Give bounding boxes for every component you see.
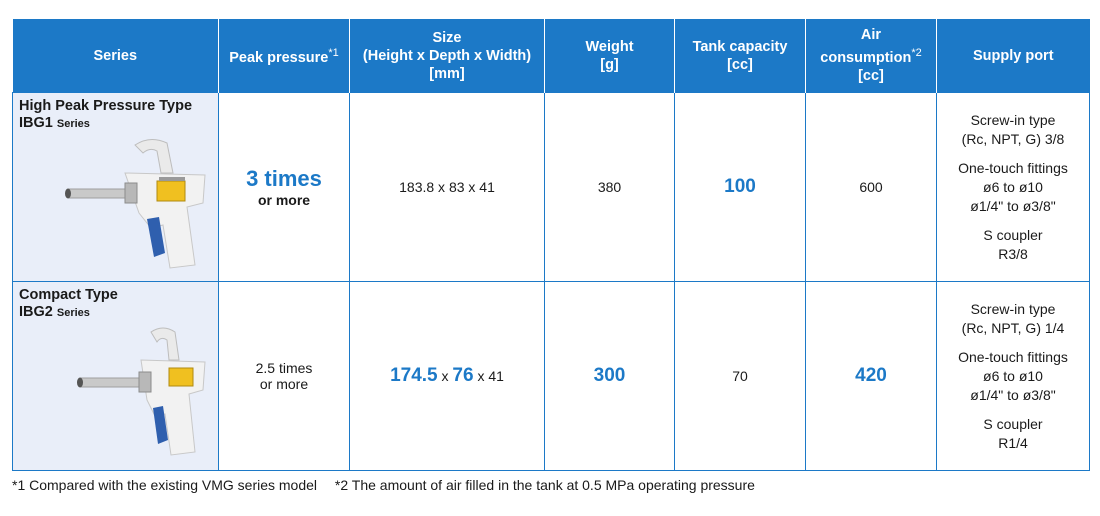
air-cell: 420 (805, 281, 937, 471)
blow-gun-ibg2-icon (77, 327, 206, 456)
footnote-2: *2 The amount of air filled in the tank … (334, 477, 755, 493)
spec-table: Series Peak pressure*1 Size (Height x Dep… (12, 19, 1090, 471)
header-air: Air consumption*2 [cc] (805, 19, 937, 93)
header-peak-pressure: Peak pressure*1 (218, 19, 350, 93)
series-cell: Compact Type IBG2 Series (12, 281, 219, 471)
size-cell: 174.5 x 76 x 41 (349, 281, 545, 471)
header-series: Series (12, 19, 219, 93)
series-name: High Peak Pressure Type IBG1 Series (19, 98, 193, 131)
header-tank: Tank capacity [cc] (674, 19, 806, 93)
series-cell: High Peak Pressure Type IBG1 Series (12, 92, 219, 282)
header-size: Size (Height x Depth x Width) [mm] (349, 19, 545, 93)
peak-pressure-cell: 2.5 times or more (218, 281, 350, 471)
weight-cell: 380 (544, 92, 675, 282)
air-cell: 600 (805, 92, 937, 282)
tank-cell: 70 (674, 281, 806, 471)
tank-cell: 100 (674, 92, 806, 282)
supply-port-cell: Screw-in type (Rc, NPT, G) 3/8 One-touch … (936, 92, 1090, 282)
peak-pressure-cell: 3 times or more (218, 92, 350, 282)
series-name: Compact Type IBG2 Series (19, 287, 118, 320)
footnote-1: *1 Compared with the existing VMG series… (12, 477, 318, 493)
table-row: High Peak Pressure Type IBG1 Series 3 ti… (12, 92, 1090, 282)
header-row: Series Peak pressure*1 Size (Height x Dep… (12, 19, 1090, 93)
weight-cell: 300 (544, 281, 675, 471)
table-row: Compact Type IBG2 Series 2.5 times or mo… (12, 281, 1090, 471)
header-supply: Supply port (936, 19, 1090, 93)
supply-port-cell: Screw-in type (Rc, NPT, G) 1/4 One-touch … (936, 281, 1090, 471)
blow-gun-ibg1-icon (65, 139, 206, 269)
header-weight: Weight [g] (544, 19, 675, 93)
footnotes: *1 Compared with the existing VMG series… (12, 477, 769, 493)
spec-table-wrap: Series Peak pressure*1 Size (Height x Dep… (12, 19, 1090, 471)
size-cell: 183.8 x 83 x 41 (349, 92, 545, 282)
